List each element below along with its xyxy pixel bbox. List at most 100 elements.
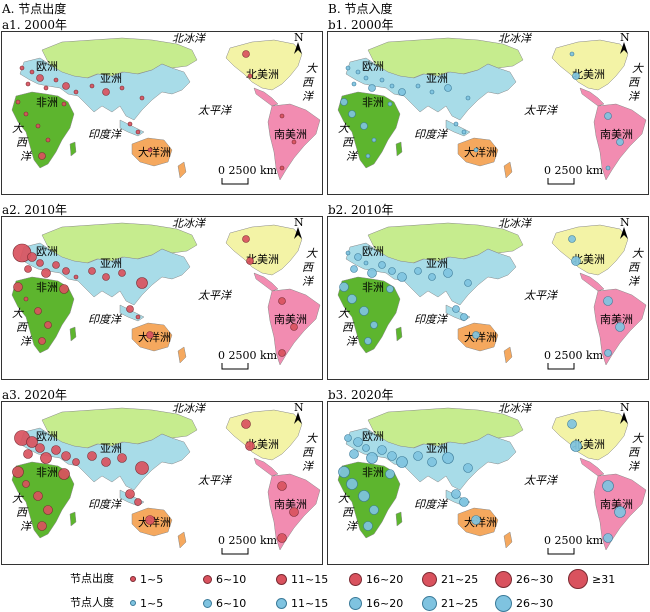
north-america-shape: [225, 409, 303, 461]
label-scale: 0 2500 km: [544, 349, 604, 362]
node-a1-18: [127, 121, 133, 127]
node-b2-7: [339, 282, 349, 292]
node-a3-18: [125, 489, 135, 499]
label-asia: 亚洲: [100, 442, 122, 455]
node-a1-11: [38, 152, 46, 160]
legend-out-label-3: 16~20: [366, 572, 404, 586]
legend-in-label-3: 16~20: [366, 596, 404, 610]
label-europe: 欧洲: [362, 245, 384, 258]
new-zealand-shape: [503, 346, 513, 364]
label-asia: 亚洲: [426, 257, 448, 270]
node-a3-24: [289, 507, 299, 517]
node-b2-12: [386, 285, 394, 293]
label-atlantic-west-0: 大: [338, 492, 350, 505]
label-europe: 欧洲: [36, 60, 58, 73]
label-pacific: 太平洋: [198, 104, 233, 117]
label-asia: 亚洲: [100, 257, 122, 270]
node-a3-4: [40, 452, 52, 464]
label-pacific: 太平洋: [524, 104, 559, 117]
legend-out-label-1: 6~10: [216, 572, 247, 586]
legend-in-label-5: 26~30: [516, 596, 554, 610]
node-a2-12: [59, 284, 69, 294]
node-b3-25: [603, 533, 613, 543]
label-scale: 0 2500 km: [218, 534, 278, 547]
node-b2-2: [363, 260, 369, 266]
node-a2-5: [52, 261, 60, 269]
label-asia: 亚洲: [426, 442, 448, 455]
legend-in-item-0: 1~5: [130, 594, 163, 612]
node-a2-17: [136, 277, 148, 289]
node-a1-19: [135, 129, 141, 135]
node-a1-17: [139, 95, 145, 101]
node-a1-14: [89, 83, 95, 89]
label-atlantic-east-2: 洋: [628, 90, 641, 103]
map-a2: 北冰洋 欧洲 亚洲 非洲 北美洲 南美洲 大洋洲 印度洋 太平洋大西洋大西洋 N 0 2500 km: [1, 216, 323, 380]
label-oceania: 大洋洲: [138, 330, 171, 344]
label-pacific: 太平洋: [198, 289, 233, 302]
node-b1-6: [389, 83, 395, 89]
node-a3-25: [277, 533, 287, 543]
node-b3-17: [463, 463, 473, 473]
node-a2-9: [34, 307, 42, 315]
node-b3-13: [396, 456, 408, 468]
node-a2-25: [278, 349, 286, 357]
node-a1-2: [36, 74, 44, 82]
central-america-shape: [253, 87, 279, 107]
legend-out-item-1: 6~10: [203, 570, 246, 588]
legend-in-label-1: 6~10: [216, 596, 247, 610]
node-a2-1: [27, 252, 37, 262]
node-a3-3: [23, 449, 33, 459]
legend-in-title: 节点人度: [70, 596, 114, 609]
panel-title-a3: a3. 2020年: [2, 388, 67, 402]
label-europe: 欧洲: [36, 430, 58, 443]
scale-bar: [547, 178, 575, 185]
node-a1-13: [73, 89, 79, 95]
node-b2-22: [571, 256, 581, 266]
legend-in-item-5: 26~30: [495, 594, 553, 612]
label-atlantic-east-0: 大: [306, 432, 318, 445]
legend-in-item-4: 21~25: [422, 594, 478, 612]
node-a2-19: [135, 314, 141, 320]
node-b2-3: [350, 265, 358, 273]
label-oceania: 大洋洲: [464, 145, 497, 159]
label-arctic: 北冰洋: [172, 32, 207, 45]
node-a1-8: [23, 111, 29, 117]
label-atlantic-east-2: 洋: [628, 275, 641, 288]
central-america-shape: [579, 457, 605, 477]
node-b1-0: [345, 65, 351, 71]
legend-in-dot-5: [495, 594, 512, 612]
legend-out-label-5: 26~30: [516, 572, 554, 586]
node-a1-24: [291, 139, 297, 145]
label-atlantic-west-2: 洋: [346, 520, 359, 533]
label-atlantic-east-2: 洋: [302, 460, 315, 473]
node-b1-25: [605, 165, 611, 171]
node-b2-21: [568, 235, 576, 243]
node-b3-5: [377, 445, 387, 455]
legend-out-dot-5: [495, 570, 512, 588]
node-b2-23: [603, 296, 613, 306]
node-a1-1: [29, 69, 35, 75]
node-a3-19: [134, 498, 142, 506]
node-a3-8: [22, 480, 30, 488]
node-a2-2: [36, 259, 44, 267]
node-b3-9: [358, 490, 370, 502]
node-a2-14: [88, 267, 96, 275]
legend-out-label-4: 21~25: [441, 572, 479, 586]
node-a1-22: [247, 73, 253, 79]
scale-bar: [547, 363, 575, 370]
label-scale: 0 2500 km: [544, 164, 604, 177]
node-b3-14: [413, 451, 423, 461]
scale-bar: [221, 178, 249, 185]
oceania-shape: [131, 137, 173, 167]
node-a1-9: [35, 123, 41, 129]
label-north: N: [294, 402, 304, 414]
label-south-america: 南美洲: [600, 313, 633, 326]
node-b3-12: [385, 469, 395, 479]
node-b1-13: [398, 88, 406, 96]
north-america-shape: [551, 39, 629, 91]
label-arctic: 北冰洋: [172, 217, 207, 230]
node-b1-9: [360, 122, 368, 130]
label-arctic: 北冰洋: [498, 402, 533, 415]
label-africa: 非洲: [362, 281, 384, 294]
